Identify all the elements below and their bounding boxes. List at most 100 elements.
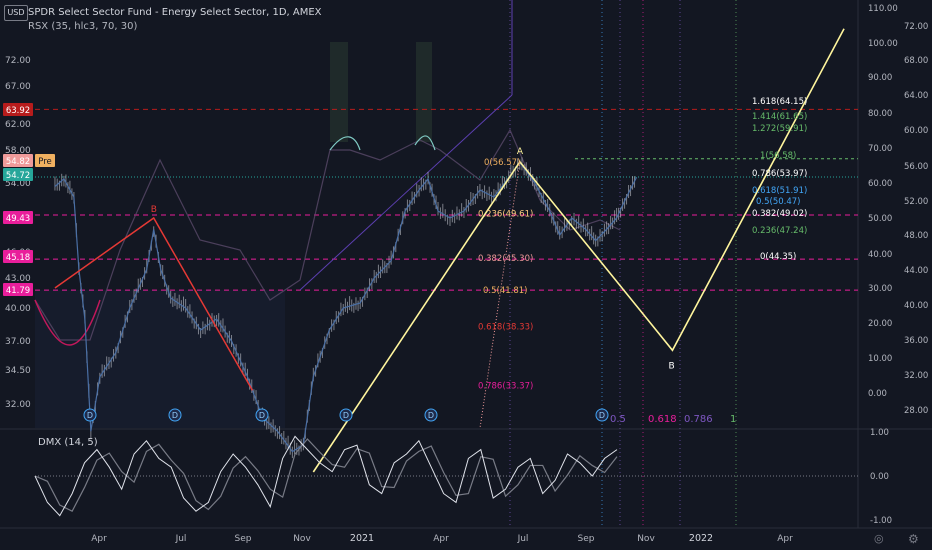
fib-label-2: 0.382(45.30) <box>478 254 533 264</box>
right-axis-tick-5: 52.00 <box>904 197 928 207</box>
right-axis-tick-11: 28.00 <box>904 406 928 416</box>
x-axis-tick-8: Nov <box>637 534 655 544</box>
time-fib-value-0: 0.5 <box>610 414 626 425</box>
dividend-icon <box>255 408 269 422</box>
wave-label-b2: B <box>668 361 674 371</box>
elliott-zigzag-yellow <box>312 28 845 473</box>
fib-ext-label-4: 0.786(53.97) <box>752 169 807 179</box>
left-axis-tick-11: 32.00 <box>5 400 31 410</box>
indicator-title: RSX (35, hlc3, 70, 30) <box>28 21 138 32</box>
left-axis-tick-3: 58.00 <box>5 146 31 156</box>
rsx-axis-tick-2: 90.00 <box>868 73 892 83</box>
right-axis-tick-2: 64.00 <box>904 91 928 101</box>
right-axis-tick-0: 72.00 <box>904 22 928 32</box>
left-price-tag-text-6: 41.79 <box>6 286 30 296</box>
right-axis-tick-10: 32.00 <box>904 371 928 381</box>
fib-ext-label-2: 1.272(59.91) <box>752 124 807 134</box>
left-price-tag-text-1: 54.82 <box>6 157 30 167</box>
left-price-tag-6 <box>3 283 33 296</box>
dividend-label: D <box>259 411 265 420</box>
dividend-label: D <box>343 411 349 420</box>
left-price-tag-1 <box>3 154 33 167</box>
x-axis-tick-2: Sep <box>235 534 252 544</box>
rsx-oversold-curve <box>34 299 101 346</box>
rsx-axis-tick-8: 30.00 <box>868 284 892 294</box>
right-axis-tick-4: 56.00 <box>904 162 928 172</box>
x-axis-tick-10: Apr <box>777 534 793 544</box>
fib-label-0: 0(56.57) <box>484 158 520 168</box>
rsx-overbought-curve-2 <box>414 135 436 151</box>
chart-legend: SPDR Select Sector Fund - Energy Select … <box>28 6 322 34</box>
x-axis-tick-4: 2021 <box>350 533 374 544</box>
fib-ext-label-3: 1(56.58) <box>760 151 796 161</box>
left-axis-tick-1: 67.00 <box>5 82 31 92</box>
rsx-axis-tick-5: 60.00 <box>868 179 892 189</box>
dmx-signal-line <box>34 438 618 512</box>
rsx-axis-tick-1: 100.00 <box>868 39 898 49</box>
left-price-tag-4 <box>3 211 33 224</box>
right-axis-tick-8: 40.00 <box>904 301 928 311</box>
trend-channel-line <box>299 94 513 291</box>
right-axis-tick-9: 36.00 <box>904 336 928 346</box>
dmx-axis-tick-0: 1.00 <box>870 428 889 438</box>
left-price-tag-text-4: 49.43 <box>6 214 30 224</box>
dmx-axis-tick-1: 0.00 <box>870 472 889 482</box>
globe-icon[interactable]: ◎ <box>874 532 884 545</box>
fib-ext-label-8: 0.236(47.24) <box>752 226 807 236</box>
dividend-label: D <box>87 411 93 420</box>
left-axis-tick-4: 54.00 <box>5 179 31 189</box>
right-axis-tick-1: 68.00 <box>904 56 928 66</box>
left-price-tag-text-2: Pre <box>38 157 52 167</box>
right-axis-tick-7: 44.00 <box>904 266 928 276</box>
fib-ext-label-5: 0.618(51.91) <box>752 186 807 196</box>
rsx-axis-tick-6: 50.00 <box>868 214 892 224</box>
fib-label-3: 0.5(41.81) <box>483 286 527 296</box>
time-fib-value-2: 0.786 <box>684 414 713 425</box>
rsx-axis-tick-7: 40.00 <box>868 250 892 260</box>
dividend-label: D <box>599 411 605 420</box>
dividend-label: D <box>172 411 178 420</box>
x-axis-tick-7: Sep <box>578 534 595 544</box>
right-axis-tick-6: 48.00 <box>904 231 928 241</box>
x-axis-tick-5: Apr <box>433 534 449 544</box>
x-axis-tick-3: Nov <box>293 534 311 544</box>
wave-label-b1: B <box>151 205 157 215</box>
dmx-line <box>34 435 618 517</box>
x-axis-tick-9: 2022 <box>689 533 713 544</box>
fib-ext-label-0: 1.618(64.15) <box>752 97 807 107</box>
time-fib-value-3: 1 <box>730 414 736 425</box>
rsx-overbought-curve-1 <box>329 136 361 151</box>
x-axis-tick-1: Jul <box>175 534 187 544</box>
rsx-axis-tick-3: 80.00 <box>868 109 892 119</box>
price-line <box>54 161 638 453</box>
wave-label-a: A <box>517 147 524 157</box>
dividend-icon <box>83 408 97 422</box>
rsx-axis-tick-11: 0.00 <box>868 389 887 399</box>
elliott-zigzag-red <box>54 216 254 391</box>
fib-label-5: 0.786(33.37) <box>478 381 533 391</box>
dmx-axis-tick-2: -1.00 <box>870 516 892 526</box>
x-axis-tick-0: Apr <box>91 534 107 544</box>
left-price-tag-0 <box>3 103 33 116</box>
fib-ext-label-9: 0(44.35) <box>760 252 796 262</box>
dividend-icon <box>339 408 353 422</box>
gear-icon[interactable]: ⚙ <box>908 532 919 546</box>
left-price-tag-text-5: 45.18 <box>6 253 30 263</box>
left-axis-tick-2: 62.00 <box>5 120 31 130</box>
left-axis-tick-8: 40.00 <box>5 304 31 314</box>
rsx-axis-tick-10: 10.00 <box>868 354 892 364</box>
fib-ext-label-7: 0.382(49.02) <box>752 209 807 219</box>
left-axis-tick-10: 34.50 <box>5 366 31 376</box>
right-axis-tick-3: 60.00 <box>904 126 928 136</box>
fib-ext-label-6: 0.5(50.47) <box>756 197 800 207</box>
left-price-tag-2 <box>35 154 55 167</box>
dividend-icon <box>424 408 438 422</box>
left-axis-tick-7: 43.00 <box>5 274 31 284</box>
dividend-label: D <box>428 411 434 420</box>
rsx-axis-tick-4: 70.00 <box>868 144 892 154</box>
currency-button[interactable]: USD <box>4 5 28 21</box>
left-price-tag-3 <box>3 168 33 181</box>
dmx-pane-title: DMX (14, 5) <box>38 437 98 448</box>
shade-band <box>35 290 285 428</box>
